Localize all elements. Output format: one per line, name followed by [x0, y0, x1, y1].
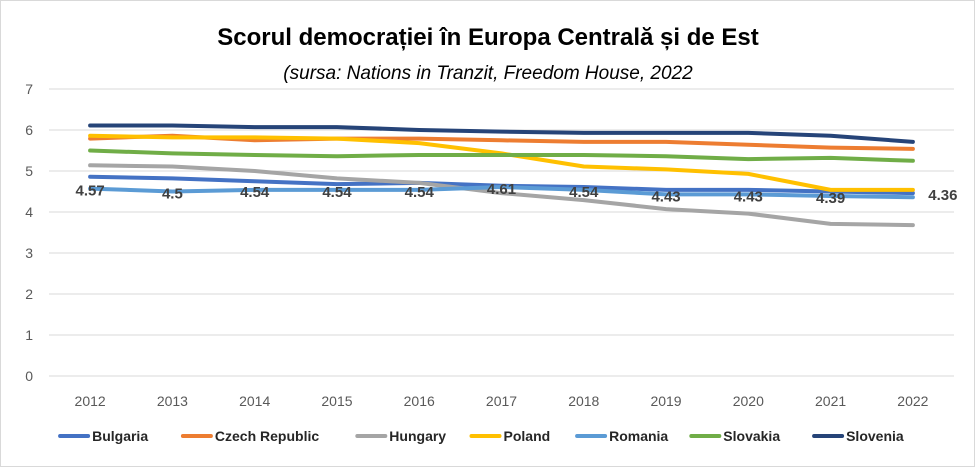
legend-label: Slovenia [846, 428, 904, 444]
data-label: 4.5 [162, 186, 183, 203]
legend-label: Poland [504, 428, 551, 444]
legend-item-bulgaria[interactable]: Bulgaria [58, 428, 148, 444]
y-tick-label: 6 [25, 122, 33, 138]
x-axis-ticks: 2012 2013 2014 2015 2016 2017 2018 2019 2020 2021… [75, 393, 929, 409]
y-axis-ticks: 0 1 2 3 4 5 6 7 [25, 81, 33, 384]
series-line-slovakia [88, 148, 915, 163]
y-tick-label: 7 [25, 81, 33, 97]
y-tick-label: 0 [25, 368, 33, 384]
x-tick-label: 2022 [897, 393, 928, 409]
legend-label: Slovakia [723, 428, 780, 444]
chart-title: Scorul democrației în Europa Centrală și… [217, 24, 759, 51]
data-label: 4.54 [240, 184, 270, 201]
x-tick-label: 2020 [733, 393, 764, 409]
x-tick-label: 2012 [75, 393, 106, 409]
data-label: 4.61 [487, 181, 516, 198]
data-label: 4.36 [928, 187, 957, 204]
legend: Bulgaria Czech Republic Hungary Poland Roman… [58, 428, 904, 444]
gridlines [49, 88, 954, 377]
legend-label: Hungary [389, 428, 446, 444]
x-tick-label: 2019 [650, 393, 681, 409]
legend-item-slovakia[interactable]: Slovakia [689, 428, 780, 444]
legend-label: Romania [609, 428, 668, 444]
x-tick-label: 2017 [486, 393, 517, 409]
y-tick-label: 4 [25, 204, 33, 220]
legend-label: Bulgaria [92, 428, 148, 444]
y-tick-label: 1 [25, 327, 33, 343]
legend-item-romania[interactable]: Romania [575, 428, 668, 444]
data-labels: 4.57 4.5 4.54 4.54 4.54 4.61 4.54 4.43 4.43 4.39 4… [76, 181, 958, 207]
y-tick-label: 5 [25, 163, 33, 179]
chart-subtitle: (sursa: Nations in Tranzit, Freedom Hous… [283, 63, 693, 84]
x-tick-label: 2021 [815, 393, 846, 409]
legend-item-poland[interactable]: Poland [469, 428, 551, 444]
legend-item-hungary[interactable]: Hungary [355, 428, 446, 444]
series-line-romania [88, 185, 915, 200]
series-lines [88, 123, 915, 228]
data-label: 4.57 [76, 183, 105, 200]
data-label: 4.39 [816, 190, 845, 207]
x-tick-label: 2015 [321, 393, 352, 409]
data-label: 4.54 [322, 184, 352, 201]
legend-item-slovenia[interactable]: Slovenia [812, 428, 904, 444]
legend-item-czech-republic[interactable]: Czech Republic [180, 428, 319, 444]
x-tick-label: 2016 [404, 393, 435, 409]
y-tick-label: 3 [25, 245, 33, 261]
x-tick-label: 2013 [157, 393, 188, 409]
y-tick-label: 2 [25, 286, 33, 302]
data-label: 4.54 [405, 184, 435, 201]
legend-label: Czech Republic [215, 428, 319, 444]
x-tick-label: 2014 [239, 393, 270, 409]
series-line-slovenia [88, 123, 915, 144]
data-label: 4.43 [651, 188, 680, 205]
data-label: 4.43 [734, 188, 763, 205]
x-tick-label: 2018 [568, 393, 599, 409]
data-label: 4.54 [569, 184, 599, 201]
series-line-hungary [88, 163, 915, 228]
